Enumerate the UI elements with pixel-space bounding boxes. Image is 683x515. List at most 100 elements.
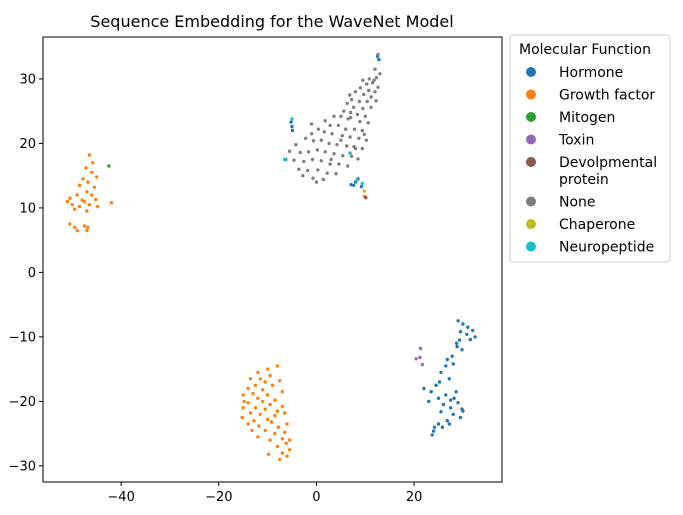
data-point bbox=[287, 149, 292, 153]
data-point bbox=[315, 148, 320, 152]
data-point bbox=[323, 150, 327, 154]
data-point bbox=[361, 78, 365, 82]
data-point bbox=[434, 383, 438, 387]
data-point bbox=[275, 444, 280, 449]
data-point bbox=[306, 168, 310, 173]
legend-label: Devolpmental bbox=[559, 155, 657, 171]
data-point bbox=[246, 401, 250, 405]
data-point bbox=[418, 355, 422, 360]
legend-entry: Chaperone bbox=[526, 217, 635, 233]
data-point bbox=[348, 151, 352, 155]
data-point bbox=[278, 379, 282, 383]
data-point bbox=[366, 121, 370, 125]
series-neuropeptide bbox=[283, 117, 364, 186]
data-point bbox=[353, 90, 358, 94]
data-point bbox=[373, 90, 377, 94]
data-point bbox=[87, 203, 92, 207]
data-point bbox=[256, 396, 260, 400]
data-point bbox=[455, 344, 459, 349]
data-point bbox=[107, 164, 111, 168]
data-point bbox=[314, 180, 319, 184]
data-point bbox=[319, 159, 323, 163]
data-point bbox=[373, 67, 377, 71]
data-point bbox=[364, 195, 368, 200]
data-point bbox=[96, 204, 100, 209]
legend-label: Growth factor bbox=[559, 88, 655, 104]
data-point bbox=[456, 319, 460, 323]
series-chaperone bbox=[362, 189, 366, 193]
data-point bbox=[356, 157, 360, 161]
data-point bbox=[248, 377, 253, 381]
data-point bbox=[445, 357, 449, 362]
data-point bbox=[241, 393, 245, 397]
data-point bbox=[304, 136, 308, 140]
data-point bbox=[364, 138, 368, 142]
legend-entry: Hormone bbox=[526, 65, 623, 81]
data-point bbox=[360, 128, 364, 133]
data-point bbox=[432, 425, 437, 429]
y-tick-label: 10 bbox=[19, 201, 36, 216]
data-point bbox=[444, 393, 448, 397]
data-point bbox=[358, 86, 363, 90]
data-point bbox=[252, 419, 256, 423]
data-point bbox=[273, 431, 277, 436]
data-point bbox=[348, 93, 352, 97]
x-tick-label: 0 bbox=[312, 490, 320, 505]
legend-marker bbox=[526, 219, 536, 229]
data-point bbox=[280, 404, 284, 409]
data-point bbox=[445, 419, 449, 423]
data-point bbox=[468, 337, 472, 342]
data-point bbox=[362, 92, 366, 97]
data-point bbox=[447, 377, 451, 381]
data-point bbox=[258, 377, 262, 381]
data-point bbox=[325, 171, 329, 175]
data-point bbox=[458, 415, 463, 420]
data-point bbox=[311, 176, 315, 180]
data-point bbox=[374, 99, 378, 103]
data-point bbox=[345, 144, 349, 148]
data-point bbox=[377, 57, 381, 62]
data-point bbox=[77, 204, 82, 209]
data-point bbox=[430, 433, 434, 437]
data-point bbox=[322, 130, 326, 134]
points-layer bbox=[65, 52, 477, 462]
data-point bbox=[87, 153, 92, 157]
data-point bbox=[345, 101, 349, 106]
data-point bbox=[458, 330, 463, 334]
y-tick-label: −30 bbox=[9, 459, 36, 474]
data-point bbox=[311, 139, 316, 143]
data-point bbox=[365, 82, 369, 86]
data-point bbox=[85, 190, 89, 194]
data-point bbox=[471, 328, 475, 333]
data-point bbox=[436, 422, 441, 426]
data-point bbox=[418, 346, 423, 351]
data-point bbox=[65, 199, 70, 204]
data-point bbox=[449, 398, 453, 402]
data-point bbox=[86, 225, 90, 229]
data-point bbox=[370, 81, 375, 85]
y-tick-label: 20 bbox=[19, 137, 36, 152]
data-point bbox=[351, 183, 356, 187]
data-point bbox=[73, 225, 77, 229]
data-point bbox=[348, 110, 353, 115]
data-point bbox=[298, 150, 302, 155]
data-point bbox=[290, 128, 295, 133]
legend-marker bbox=[526, 157, 536, 167]
data-point bbox=[363, 114, 367, 119]
data-point bbox=[280, 451, 284, 455]
data-point bbox=[372, 78, 376, 82]
data-point bbox=[339, 114, 343, 119]
data-point bbox=[265, 393, 270, 397]
data-point bbox=[321, 177, 325, 182]
data-point bbox=[284, 441, 288, 445]
data-point bbox=[91, 161, 95, 165]
data-point bbox=[436, 396, 441, 400]
legend-entry: Neuropeptide bbox=[526, 240, 654, 256]
data-point bbox=[332, 152, 336, 156]
data-point bbox=[283, 157, 287, 162]
data-point bbox=[451, 412, 455, 416]
data-point bbox=[348, 115, 353, 120]
data-point bbox=[330, 132, 334, 136]
data-point bbox=[450, 354, 454, 358]
